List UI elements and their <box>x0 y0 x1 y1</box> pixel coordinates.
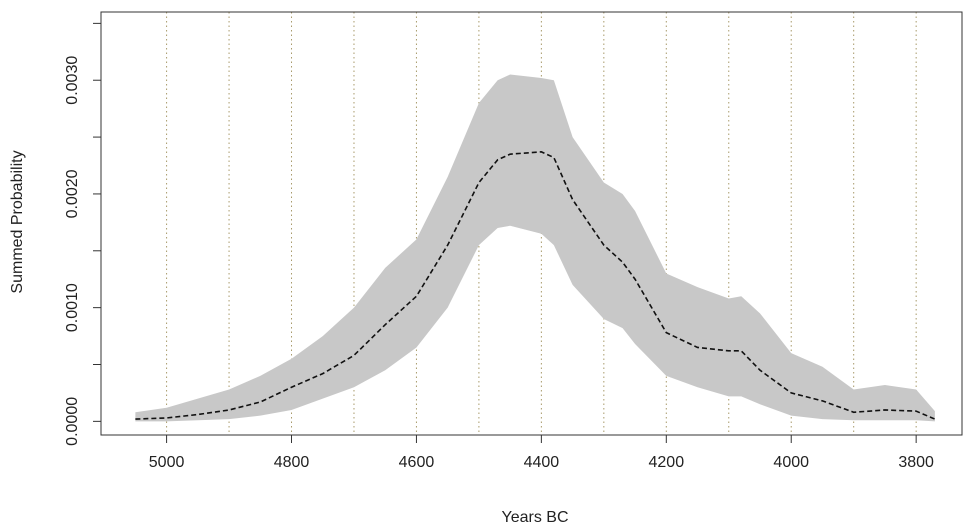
plot-frame <box>100 11 963 436</box>
x-tick-label: 3800 <box>898 454 934 471</box>
x-tick-label: 5000 <box>149 454 185 471</box>
band-layer <box>135 74 935 422</box>
y-tick-label: 0.0020 <box>64 169 81 218</box>
y-axis-title: Summed Probability <box>9 150 26 293</box>
x-tick-label: 4800 <box>274 454 310 471</box>
x-tick-label: 4400 <box>524 454 560 471</box>
y-tick-label: 0.0010 <box>64 283 81 332</box>
x-tick-label: 4600 <box>399 454 435 471</box>
confidence-band <box>135 74 935 422</box>
x-tick-label: 4200 <box>649 454 685 471</box>
mean-line <box>135 151 936 420</box>
y-tick-label: 0.0000 <box>64 397 81 446</box>
axes-layer: 5000 4800 4600 4400 4200 4000 3800 0.0000 0.0010… <box>64 11 963 471</box>
x-axis-title: Years BC <box>502 509 569 526</box>
y-tick-label: 0.0030 <box>64 56 81 105</box>
x-tick-label: 4000 <box>773 454 809 471</box>
line-layer <box>135 151 936 420</box>
